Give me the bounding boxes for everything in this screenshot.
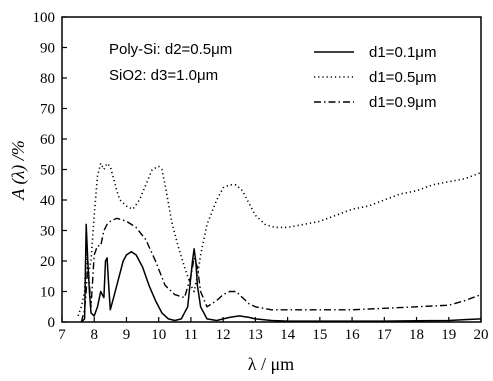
- y-tick-label: 100: [33, 10, 56, 26]
- x-tick-label: 9: [123, 327, 131, 343]
- annotation-poly-si: Poly-Si: d2=0.5μm: [109, 41, 232, 58]
- x-tick-label: 12: [216, 327, 231, 343]
- x-tick-label: 20: [474, 327, 489, 343]
- series-line-3: [80, 217, 482, 323]
- y-tick-label: 30: [40, 224, 55, 240]
- x-tick-label: 18: [409, 327, 424, 343]
- x-tick-label: 14: [280, 327, 296, 343]
- ticks: [61, 16, 482, 323]
- x-tick-label: 16: [345, 327, 361, 343]
- x-tick-label: 10: [151, 327, 166, 343]
- plot-frame: [61, 16, 482, 323]
- plot-series: [77, 162, 482, 323]
- y-tick-label: 0: [48, 315, 56, 331]
- y-tick-label: 10: [40, 285, 55, 301]
- y-axis-title: A (λ) /%: [8, 140, 29, 200]
- y-tick-label: 90: [40, 41, 55, 57]
- x-tick-label: 13: [248, 327, 263, 343]
- y-tick-label: 50: [40, 163, 55, 179]
- y-tick-label: 40: [40, 193, 55, 209]
- x-tick-label: 15: [312, 327, 327, 343]
- y-tick-label: 80: [40, 71, 55, 87]
- legend-label-3: d1=0.9μm: [369, 94, 436, 111]
- series-line-2: [77, 162, 482, 317]
- annotation-sio2: SiO2: d3=1.0μm: [109, 67, 218, 84]
- y-tick-label: 20: [40, 254, 55, 270]
- x-tick-label: 19: [441, 327, 456, 343]
- series-line-1: [80, 223, 482, 323]
- legend: d1=0.1μm d1=0.5μm d1=0.9μm: [314, 44, 436, 111]
- legend-label-1: d1=0.1μm: [369, 44, 436, 61]
- tick-labels: 7 8 9 10 11 12 13 14 15 16 17 18 19 20 0 10 20 30 40 50 60 70…: [33, 10, 489, 343]
- x-tick-label: 17: [377, 327, 393, 343]
- y-tick-label: 70: [40, 102, 55, 118]
- x-axis-title: λ / μm: [248, 354, 294, 374]
- x-tick-label: 7: [58, 327, 66, 343]
- x-tick-label: 11: [184, 327, 198, 343]
- y-tick-label: 60: [40, 132, 55, 148]
- legend-label-2: d1=0.5μm: [369, 69, 436, 86]
- x-tick-label: 8: [90, 327, 98, 343]
